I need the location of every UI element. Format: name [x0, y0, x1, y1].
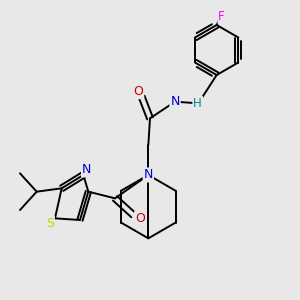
Text: H: H	[193, 97, 202, 110]
Text: N: N	[82, 164, 92, 176]
Text: F: F	[218, 10, 225, 23]
Text: N: N	[144, 169, 153, 182]
Text: N: N	[170, 95, 180, 108]
Text: S: S	[46, 217, 54, 230]
Text: O: O	[135, 212, 145, 225]
Text: O: O	[134, 85, 143, 98]
